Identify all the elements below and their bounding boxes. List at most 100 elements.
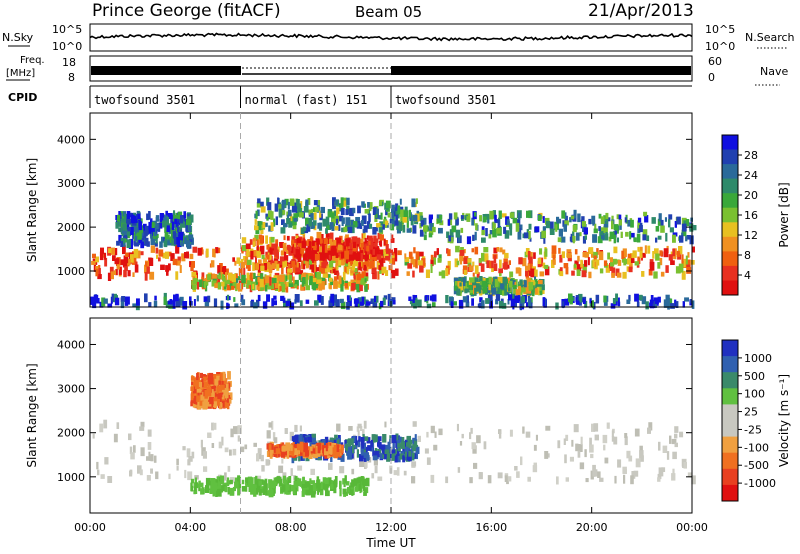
heatmap-cell xyxy=(509,271,514,278)
heatmap-cell xyxy=(188,456,193,462)
heatmap-cell xyxy=(226,302,229,310)
heatmap-cell xyxy=(439,214,443,220)
heatmap-cell xyxy=(396,451,400,456)
heatmap-cell xyxy=(602,434,608,444)
heatmap-cell xyxy=(304,437,308,444)
heatmap-cell xyxy=(448,213,453,220)
heatmap-cell xyxy=(225,279,228,288)
heatmap-cell xyxy=(358,436,361,442)
heatmap-cell xyxy=(215,280,218,285)
heatmap-cell xyxy=(381,266,387,274)
heatmap-cell xyxy=(267,282,272,290)
heatmap-cell xyxy=(211,389,215,394)
heatmap-cell xyxy=(268,479,273,489)
heatmap-cell xyxy=(382,224,385,230)
heatmap-cell xyxy=(537,258,542,265)
heatmap-cell xyxy=(536,287,540,295)
freq-band-1 xyxy=(91,66,241,75)
heatmap-cell xyxy=(299,212,304,218)
heatmap-cell xyxy=(596,248,599,255)
heatmap-cell xyxy=(351,262,356,271)
heatmap-cell xyxy=(469,278,475,283)
heatmap-cell xyxy=(528,230,531,240)
heatmap-cell xyxy=(125,224,130,230)
heatmap-cell xyxy=(274,203,279,212)
heatmap-cell xyxy=(491,266,494,272)
heatmap-cell xyxy=(413,214,418,222)
heatmap-cell xyxy=(197,382,203,387)
heatmap-cell xyxy=(479,215,482,222)
heatmap-cell xyxy=(334,270,339,275)
colorbar-tick-label: -100 xyxy=(744,441,769,454)
heatmap-cell xyxy=(220,372,223,381)
heatmap-cell xyxy=(449,229,454,237)
heatmap-cell xyxy=(259,285,263,291)
heatmap-cell xyxy=(309,446,313,452)
heatmap-cell xyxy=(254,225,259,231)
heatmap-cell xyxy=(261,465,265,472)
heatmap-cell xyxy=(402,455,406,463)
heatmap-cell xyxy=(171,221,175,231)
heatmap-cell xyxy=(340,445,343,453)
heatmap-cell xyxy=(674,221,677,228)
heatmap-cell xyxy=(246,259,252,265)
heatmap-cell xyxy=(591,423,596,432)
heatmap-cell xyxy=(143,231,148,237)
heatmap-cell xyxy=(271,243,275,249)
heatmap-cell xyxy=(364,209,369,214)
heatmap-cell xyxy=(340,252,344,259)
heatmap-cell xyxy=(483,285,487,294)
heatmap-cell xyxy=(129,469,133,475)
heatmap-cell xyxy=(354,440,359,446)
heatmap-cell xyxy=(411,198,416,208)
heatmap-cell xyxy=(354,268,359,277)
heatmap-cell xyxy=(415,446,420,454)
colorbar-tick-label: -25 xyxy=(744,423,762,436)
heatmap-cell xyxy=(214,378,219,386)
heatmap-cell xyxy=(251,273,255,278)
heatmap-cell xyxy=(240,294,244,302)
heatmap-cell xyxy=(390,300,396,305)
y-tick-label: 1000 xyxy=(57,471,85,484)
heatmap-cell xyxy=(647,427,651,434)
heatmap-cell xyxy=(584,449,587,458)
heatmap-cell xyxy=(333,240,337,246)
heatmap-cell xyxy=(619,223,622,230)
heatmap-cell xyxy=(294,294,300,303)
heatmap-cell xyxy=(528,256,533,264)
heatmap-cell xyxy=(221,381,224,387)
heatmap-cell xyxy=(115,215,119,221)
heatmap-cell xyxy=(303,442,308,452)
heatmap-cell xyxy=(510,298,515,307)
heatmap-cell xyxy=(221,274,225,280)
heatmap-cell xyxy=(100,474,105,479)
heatmap-cell xyxy=(316,479,320,489)
heatmap-cell xyxy=(481,237,486,243)
heatmap-cell xyxy=(592,464,596,471)
heatmap-cell xyxy=(294,249,299,258)
heatmap-cell xyxy=(236,257,241,264)
heatmap-cell xyxy=(658,467,664,477)
heatmap-cell xyxy=(281,484,286,492)
heatmap-cell xyxy=(187,240,191,249)
heatmap-cell xyxy=(117,214,121,222)
heatmap-cell xyxy=(593,423,599,432)
heatmap-cell xyxy=(685,219,690,227)
heatmap-cell xyxy=(123,269,127,278)
heatmap-cell xyxy=(150,218,153,226)
heatmap-cell xyxy=(197,247,202,256)
heatmap-cell xyxy=(265,251,268,257)
heatmap-cell xyxy=(526,277,531,285)
heatmap-cell xyxy=(422,217,427,225)
heatmap-cell xyxy=(309,275,313,284)
heatmap-cell xyxy=(555,224,558,232)
heatmap-cell xyxy=(196,295,199,302)
heatmap-cell xyxy=(296,434,299,444)
heatmap-cell xyxy=(471,217,474,226)
heatmap-cell xyxy=(158,222,163,229)
heatmap-cell xyxy=(468,284,473,291)
heatmap-cell xyxy=(447,260,451,270)
nsky-tick-bottom: 10^0 xyxy=(52,40,82,53)
heatmap-cell xyxy=(523,232,529,239)
heatmap-cell xyxy=(207,432,212,438)
